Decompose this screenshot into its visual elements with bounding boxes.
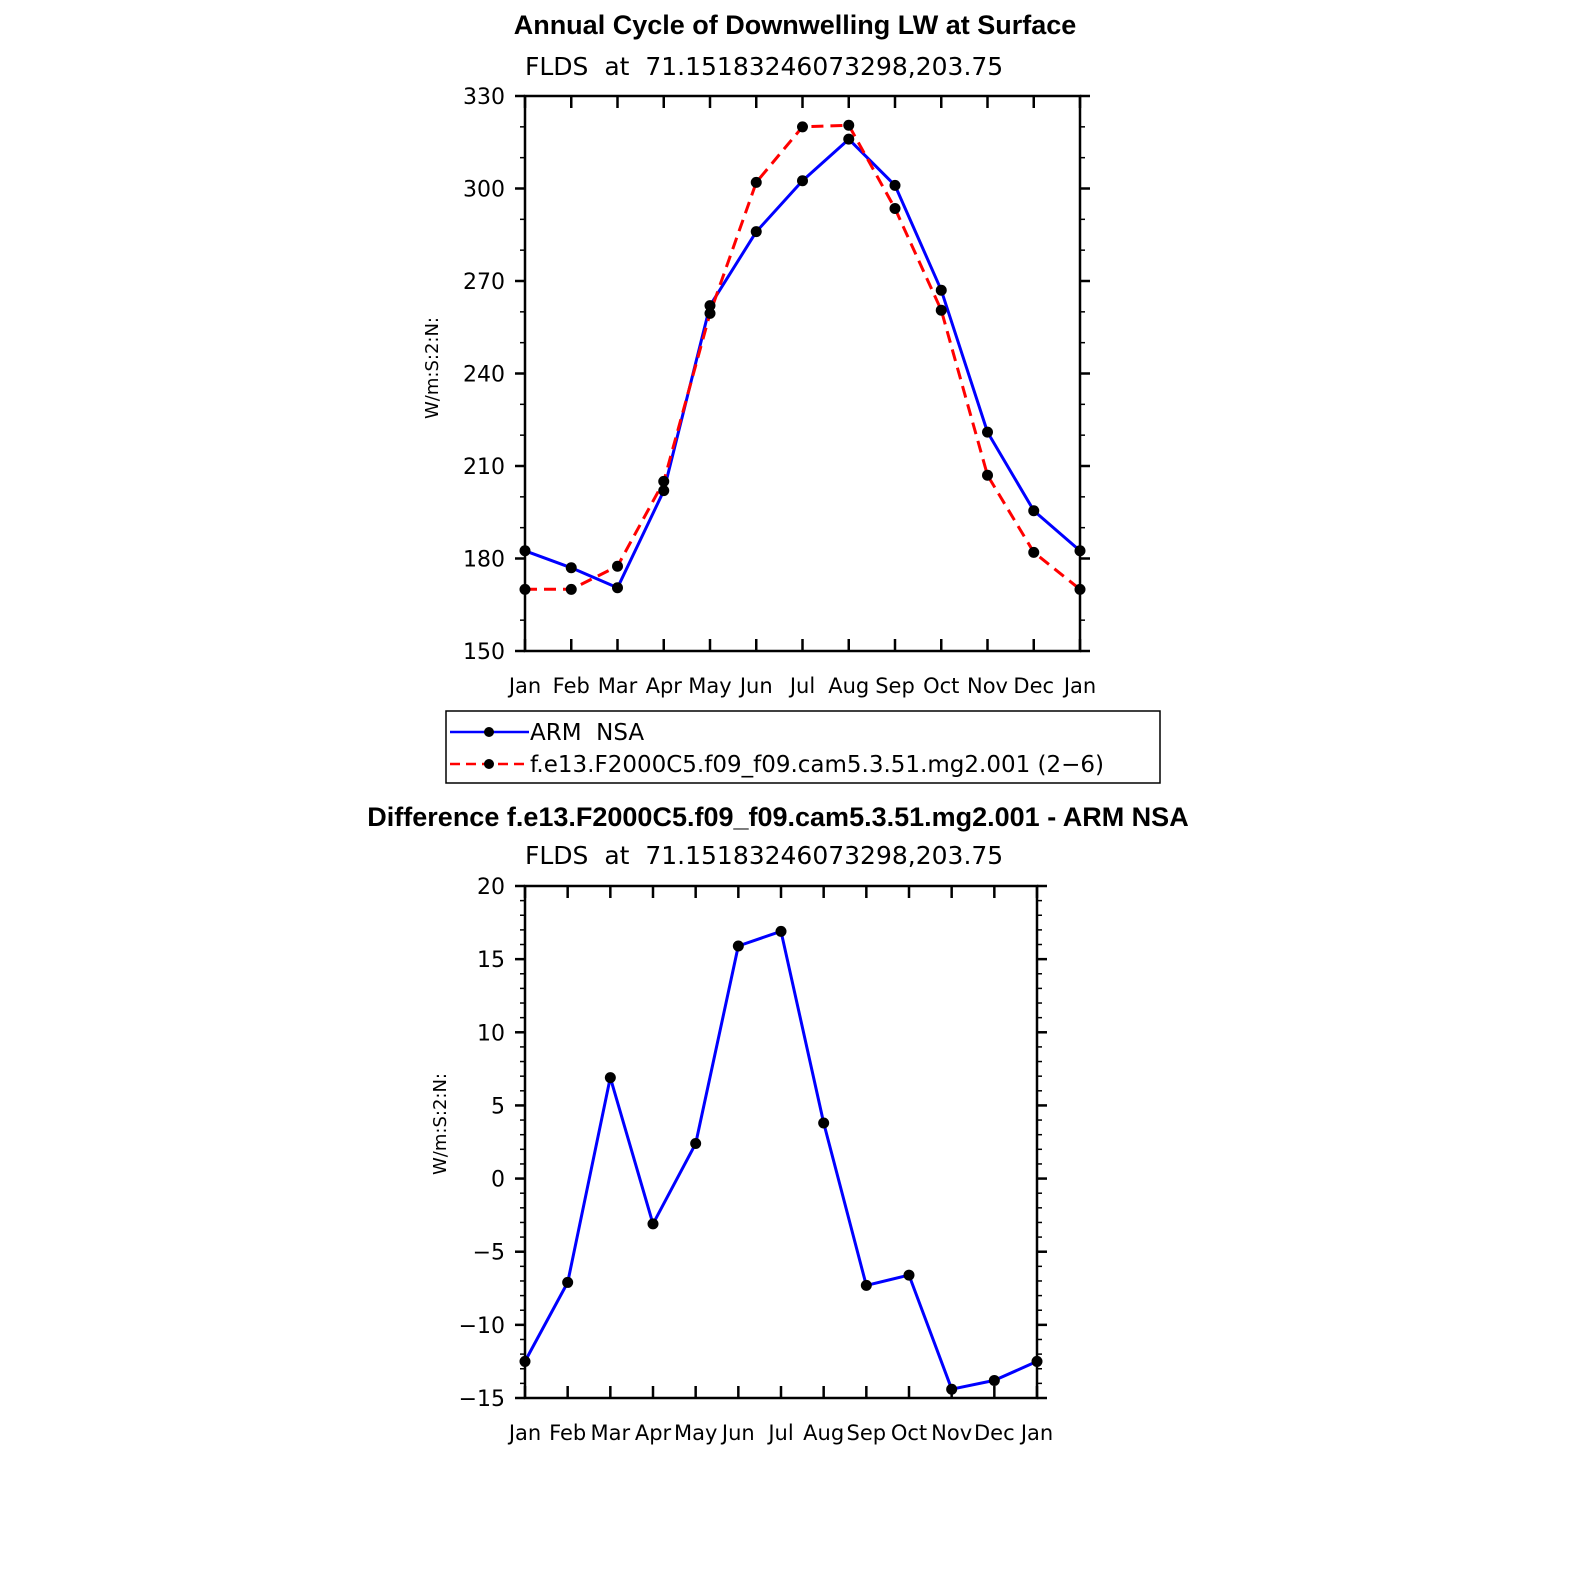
series-point-0 <box>612 582 623 594</box>
series-point-0 <box>797 175 808 187</box>
series-point-1 <box>889 203 901 215</box>
annual-cycle-title: Annual Cycle of Downwelling LW at Surfac… <box>514 10 1077 40</box>
y-tick-label: −5 <box>473 1241 505 1266</box>
series-line-1 <box>525 123 1081 591</box>
series-line-0 <box>524 137 1081 590</box>
series-point-0 <box>750 226 762 238</box>
legend-label-arm-nsa: ARM NSA <box>530 720 644 746</box>
x-tick-label: Dec <box>974 1421 1015 1445</box>
y-tick-label: 20 <box>477 875 505 900</box>
x-tick-label: Jul <box>766 1421 793 1445</box>
y-tick-label: 10 <box>477 1021 505 1046</box>
x-tick-label: Jan <box>507 1421 541 1445</box>
y-tick-label: 330 <box>463 85 505 110</box>
y-tick-label: 300 <box>463 178 505 203</box>
difference-panel: Difference f.e13.F2000C5.f09_f09.cam5.3.… <box>367 802 1188 1445</box>
series-point-1 <box>750 176 762 188</box>
x-tick-label: May <box>674 1421 717 1445</box>
series-point-0 <box>903 1269 915 1281</box>
annual-cycle-y-axis-label: W/m:S:2:N: <box>422 317 443 419</box>
series-point-0 <box>889 179 901 191</box>
series-point-0 <box>1028 505 1040 517</box>
difference-series <box>519 925 1043 1395</box>
series-point-1 <box>704 307 716 319</box>
series-point-0 <box>946 1383 958 1395</box>
series-point-1 <box>565 583 577 595</box>
x-tick-label: Jan <box>1019 1421 1053 1445</box>
y-tick-label: 0 <box>491 1168 505 1193</box>
legend-box <box>445 710 1161 784</box>
series-point-1 <box>658 475 670 487</box>
x-tick-label: Oct <box>891 1421 927 1445</box>
x-tick-label: Aug <box>803 1421 844 1445</box>
series-point-0 <box>565 562 577 574</box>
x-tick-label: May <box>688 674 731 698</box>
legend-marker-model <box>484 759 494 769</box>
x-tick-label: Jun <box>738 674 773 698</box>
y-tick-label: 5 <box>491 1094 505 1119</box>
series-point-0 <box>818 1117 830 1129</box>
difference-title: Difference f.e13.F2000C5.f09_f09.cam5.3.… <box>367 802 1188 832</box>
difference-y-axis-label: W/m:S:2:N: <box>430 1073 451 1175</box>
y-tick-label: 180 <box>463 548 505 573</box>
difference-axes: Jan Feb Mar Apr May Jun Jul Aug Sep Oct Nov Dec Jan−… <box>459 875 1054 1445</box>
x-tick-label: Mar <box>591 1421 631 1445</box>
difference-plot-frame <box>523 884 1039 1400</box>
annual-cycle-subtitle: FLDS at 71.15183246073298,203.75 <box>525 52 1003 81</box>
series-point-0 <box>775 925 787 937</box>
x-tick-label: Nov <box>931 1421 972 1445</box>
annual-cycle-plot-frame <box>523 94 1082 653</box>
series-point-0 <box>562 1276 574 1288</box>
series-point-0 <box>604 1072 616 1084</box>
series-point-0 <box>988 1374 1000 1386</box>
series-point-0 <box>732 940 744 952</box>
x-tick-label: Sep <box>847 1421 887 1445</box>
series-point-0 <box>935 284 947 296</box>
x-tick-label: Apr <box>646 674 683 698</box>
series-point-0 <box>647 1218 659 1230</box>
series-point-1 <box>612 560 623 572</box>
series-point-1 <box>797 121 808 133</box>
y-tick-label: −15 <box>459 1387 505 1412</box>
x-tick-label: Mar <box>598 674 638 698</box>
x-tick-label: Jun <box>720 1421 755 1445</box>
series-line-0 <box>523 929 1038 1391</box>
x-tick-label: Nov <box>967 674 1008 698</box>
y-tick-label: 240 <box>463 363 505 388</box>
difference-subtitle: FLDS at 71.15183246073298,203.75 <box>525 841 1003 870</box>
x-tick-label: Aug <box>828 674 869 698</box>
series-point-1 <box>843 119 855 131</box>
legend-label-model: f.e13.F2000C5.f09_f09.cam5.3.51.mg2.001 … <box>530 752 1104 778</box>
series-point-0 <box>860 1279 872 1291</box>
x-tick-label: Feb <box>553 674 590 698</box>
x-tick-label: Jan <box>507 674 541 698</box>
series-point-0 <box>843 133 855 145</box>
series-point-0 <box>658 485 670 497</box>
series-point-1 <box>982 469 993 481</box>
x-tick-label: Jul <box>788 674 815 698</box>
y-tick-label: −10 <box>459 1314 505 1339</box>
series-point-0 <box>982 426 993 438</box>
x-tick-label: Jan <box>1062 674 1096 698</box>
series-point-1 <box>935 304 947 316</box>
y-tick-label: 15 <box>477 948 505 973</box>
y-tick-label: 150 <box>463 640 505 665</box>
series-point-1 <box>1028 546 1040 558</box>
series-point-0 <box>690 1137 702 1149</box>
legend-marker-arm-nsa <box>484 727 494 737</box>
annual-cycle-axes: Jan Feb Mar Apr May Jun Jul Aug Sep Oct Nov Dec Jan1… <box>463 85 1096 698</box>
x-tick-label: Apr <box>635 1421 672 1445</box>
annual-cycle-series <box>519 119 1086 595</box>
legend: ARM NSA f.e13.F2000C5.f09_f09.cam5.3.51.… <box>445 710 1161 784</box>
y-tick-label: 270 <box>463 270 505 295</box>
x-tick-label: Sep <box>875 674 915 698</box>
x-tick-label: Oct <box>923 674 959 698</box>
y-tick-label: 210 <box>463 455 505 480</box>
x-tick-label: Feb <box>549 1421 586 1445</box>
annual-cycle-panel: Annual Cycle of Downwelling LW at Surfac… <box>422 10 1096 698</box>
series-point-0 <box>704 300 716 312</box>
x-tick-label: Dec <box>1013 674 1054 698</box>
